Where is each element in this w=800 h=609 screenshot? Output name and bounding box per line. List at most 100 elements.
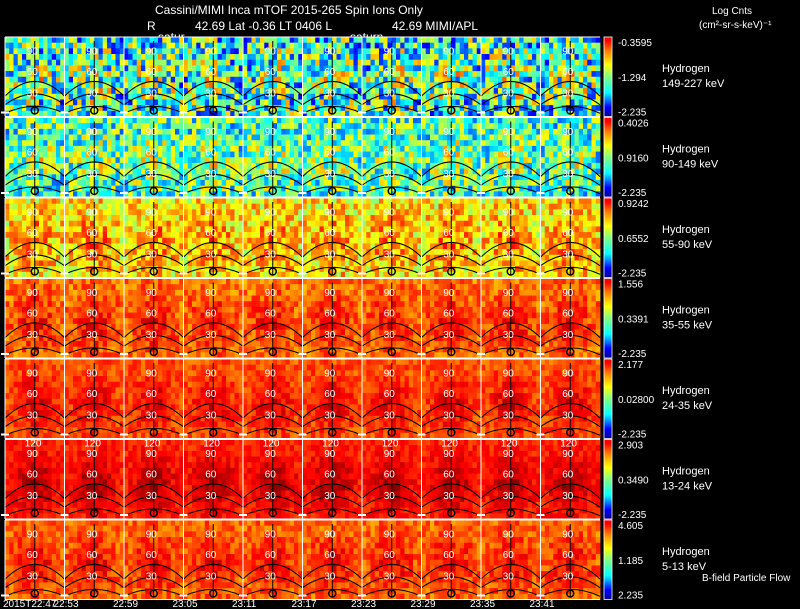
- colorbar-max-label: 0.9242: [618, 199, 649, 210]
- angle-tick-label: 60: [265, 67, 277, 78]
- angle-tick-label: 60: [384, 389, 396, 400]
- angle-tick-label: 60: [205, 67, 217, 78]
- spin-panel: 90 60 30 120: [1, 439, 65, 520]
- spin-panel: 90 60 30: [536, 198, 601, 278]
- spin-panel: 90 60 30: [179, 117, 244, 198]
- angle-tick-label: 30: [265, 330, 277, 341]
- spin-panel: 90 60 30: [1, 520, 65, 600]
- angle-tick-label: 60: [562, 148, 574, 159]
- angle-tick-label: 60: [443, 309, 455, 320]
- angle-tick-label: 90: [27, 127, 39, 138]
- angle-tick-label: 90: [443, 47, 455, 58]
- units-line-2: (cm²-sr-s-keV)⁻¹: [699, 20, 772, 31]
- angle-tick-label: 30: [384, 89, 396, 100]
- angle-tick-label: 90: [205, 369, 217, 380]
- spin-panel: 90 60 30: [358, 520, 422, 600]
- colorbar: [604, 278, 612, 358]
- angle-tick-label: 90: [443, 530, 455, 541]
- species-label: Hydrogen: [662, 144, 710, 156]
- spin-panel: 90 60 30: [477, 117, 541, 198]
- angle-tick-label: 30: [562, 89, 574, 100]
- angle-tick-label: 120: [203, 439, 220, 450]
- spin-panel: 90 60 30: [298, 198, 363, 278]
- energy-row: 9060301209060301209060301209060301209060…: [1, 439, 713, 521]
- angle-tick-label: 60: [443, 148, 455, 159]
- angle-tick-label: 30: [205, 572, 217, 583]
- angle-tick-label: 30: [27, 169, 39, 180]
- angle-tick-label: 90: [265, 288, 277, 299]
- species-label: Hydrogen: [662, 224, 710, 236]
- time-tick-label: 23:29: [411, 599, 436, 609]
- angle-tick-label: 90: [205, 288, 217, 299]
- angle-tick-label: 90: [384, 369, 396, 380]
- angle-tick-label: 90: [324, 288, 336, 299]
- time-tick-label: 23:05: [173, 599, 198, 609]
- angle-tick-label: 120: [441, 439, 458, 450]
- colorbar-max-label: 2.177: [618, 360, 643, 371]
- colorbar-mid-label: 0.3391: [618, 314, 649, 325]
- angle-tick-label: 90: [27, 449, 39, 460]
- spin-panel: 90 60 30 120: [358, 439, 422, 520]
- spin-panel: 90 60 30 120: [179, 439, 244, 520]
- spin-panel: 90 60 30: [298, 359, 363, 439]
- angle-tick-label: 30: [324, 89, 336, 100]
- angle-tick-label: 30: [27, 411, 39, 422]
- angle-tick-label: 30: [205, 89, 217, 100]
- angle-tick-label: 120: [25, 439, 42, 450]
- spin-panel: 90 60 30: [1, 359, 65, 439]
- angle-tick-label: 90: [443, 127, 455, 138]
- angle-tick-label: 60: [27, 550, 39, 561]
- angle-tick-label: 90: [265, 127, 277, 138]
- angle-tick-label: 60: [443, 228, 455, 239]
- angle-tick-label: 30: [265, 250, 277, 261]
- info-instrument: 42.69 MIMI/APL: [392, 19, 478, 33]
- angle-tick-label: 60: [324, 309, 336, 320]
- angle-tick-label: 60: [205, 550, 217, 561]
- energy-row: 90 60 30 90 60 30 90 60 30 90 60 30 90 60 30 90 60 30 90 60…: [1, 278, 713, 360]
- angle-tick-label: 90: [324, 47, 336, 58]
- angle-tick-label: 90: [205, 127, 217, 138]
- angle-tick-label: 30: [503, 330, 515, 341]
- energy-range-label: 55-90 keV: [662, 239, 713, 251]
- angle-tick-label: 60: [562, 470, 574, 481]
- angle-tick-label: 90: [86, 530, 98, 541]
- bfield-caption: B-field Particle Flow: [702, 573, 791, 584]
- angle-tick-label: 90: [86, 208, 98, 219]
- spin-panel: 90 60 30: [536, 278, 601, 359]
- angle-tick-label: 60: [27, 309, 39, 320]
- angle-tick-label: 60: [27, 67, 39, 78]
- time-tick-label: 23:41: [530, 599, 555, 609]
- angle-tick-label: 60: [503, 148, 515, 159]
- angle-tick-label: 30: [562, 491, 574, 502]
- spin-panel: 90 60 30: [239, 278, 303, 359]
- colorbar-mid-label: 0.02800: [618, 395, 655, 406]
- angle-tick-label: 60: [324, 550, 336, 561]
- angle-tick-label: 60: [384, 470, 396, 481]
- angle-tick-label: 30: [503, 89, 515, 100]
- spin-panel: 90 60 30: [239, 37, 303, 117]
- angle-tick-label: 30: [146, 250, 158, 261]
- angle-tick-label: 90: [503, 530, 515, 541]
- angle-tick-label: 30: [205, 330, 217, 341]
- angle-tick-label: 90: [384, 208, 396, 219]
- colorbar-max-label: 1.556: [618, 280, 643, 291]
- angle-tick-label: 90: [146, 127, 158, 138]
- angle-tick-label: 90: [443, 208, 455, 219]
- spin-panel: 90 60 30: [120, 278, 184, 359]
- angle-tick-label: 60: [205, 470, 217, 481]
- spin-panel: 90 60 30: [120, 37, 184, 117]
- angle-tick-label: 30: [562, 411, 574, 422]
- angle-tick-label: 30: [265, 491, 277, 502]
- angle-tick-label: 30: [503, 250, 515, 261]
- angle-tick-label: 90: [384, 530, 396, 541]
- angle-tick-label: 60: [146, 309, 158, 320]
- angle-tick-label: 30: [443, 572, 455, 583]
- angle-tick-label: 30: [86, 169, 98, 180]
- angle-tick-label: 60: [503, 470, 515, 481]
- angle-tick-label: 60: [562, 67, 574, 78]
- angle-tick-label: 30: [384, 572, 396, 583]
- angle-tick-label: 60: [205, 148, 217, 159]
- angle-tick-label: 120: [322, 439, 339, 450]
- angle-tick-label: 30: [146, 169, 158, 180]
- angle-tick-label: 90: [384, 449, 396, 460]
